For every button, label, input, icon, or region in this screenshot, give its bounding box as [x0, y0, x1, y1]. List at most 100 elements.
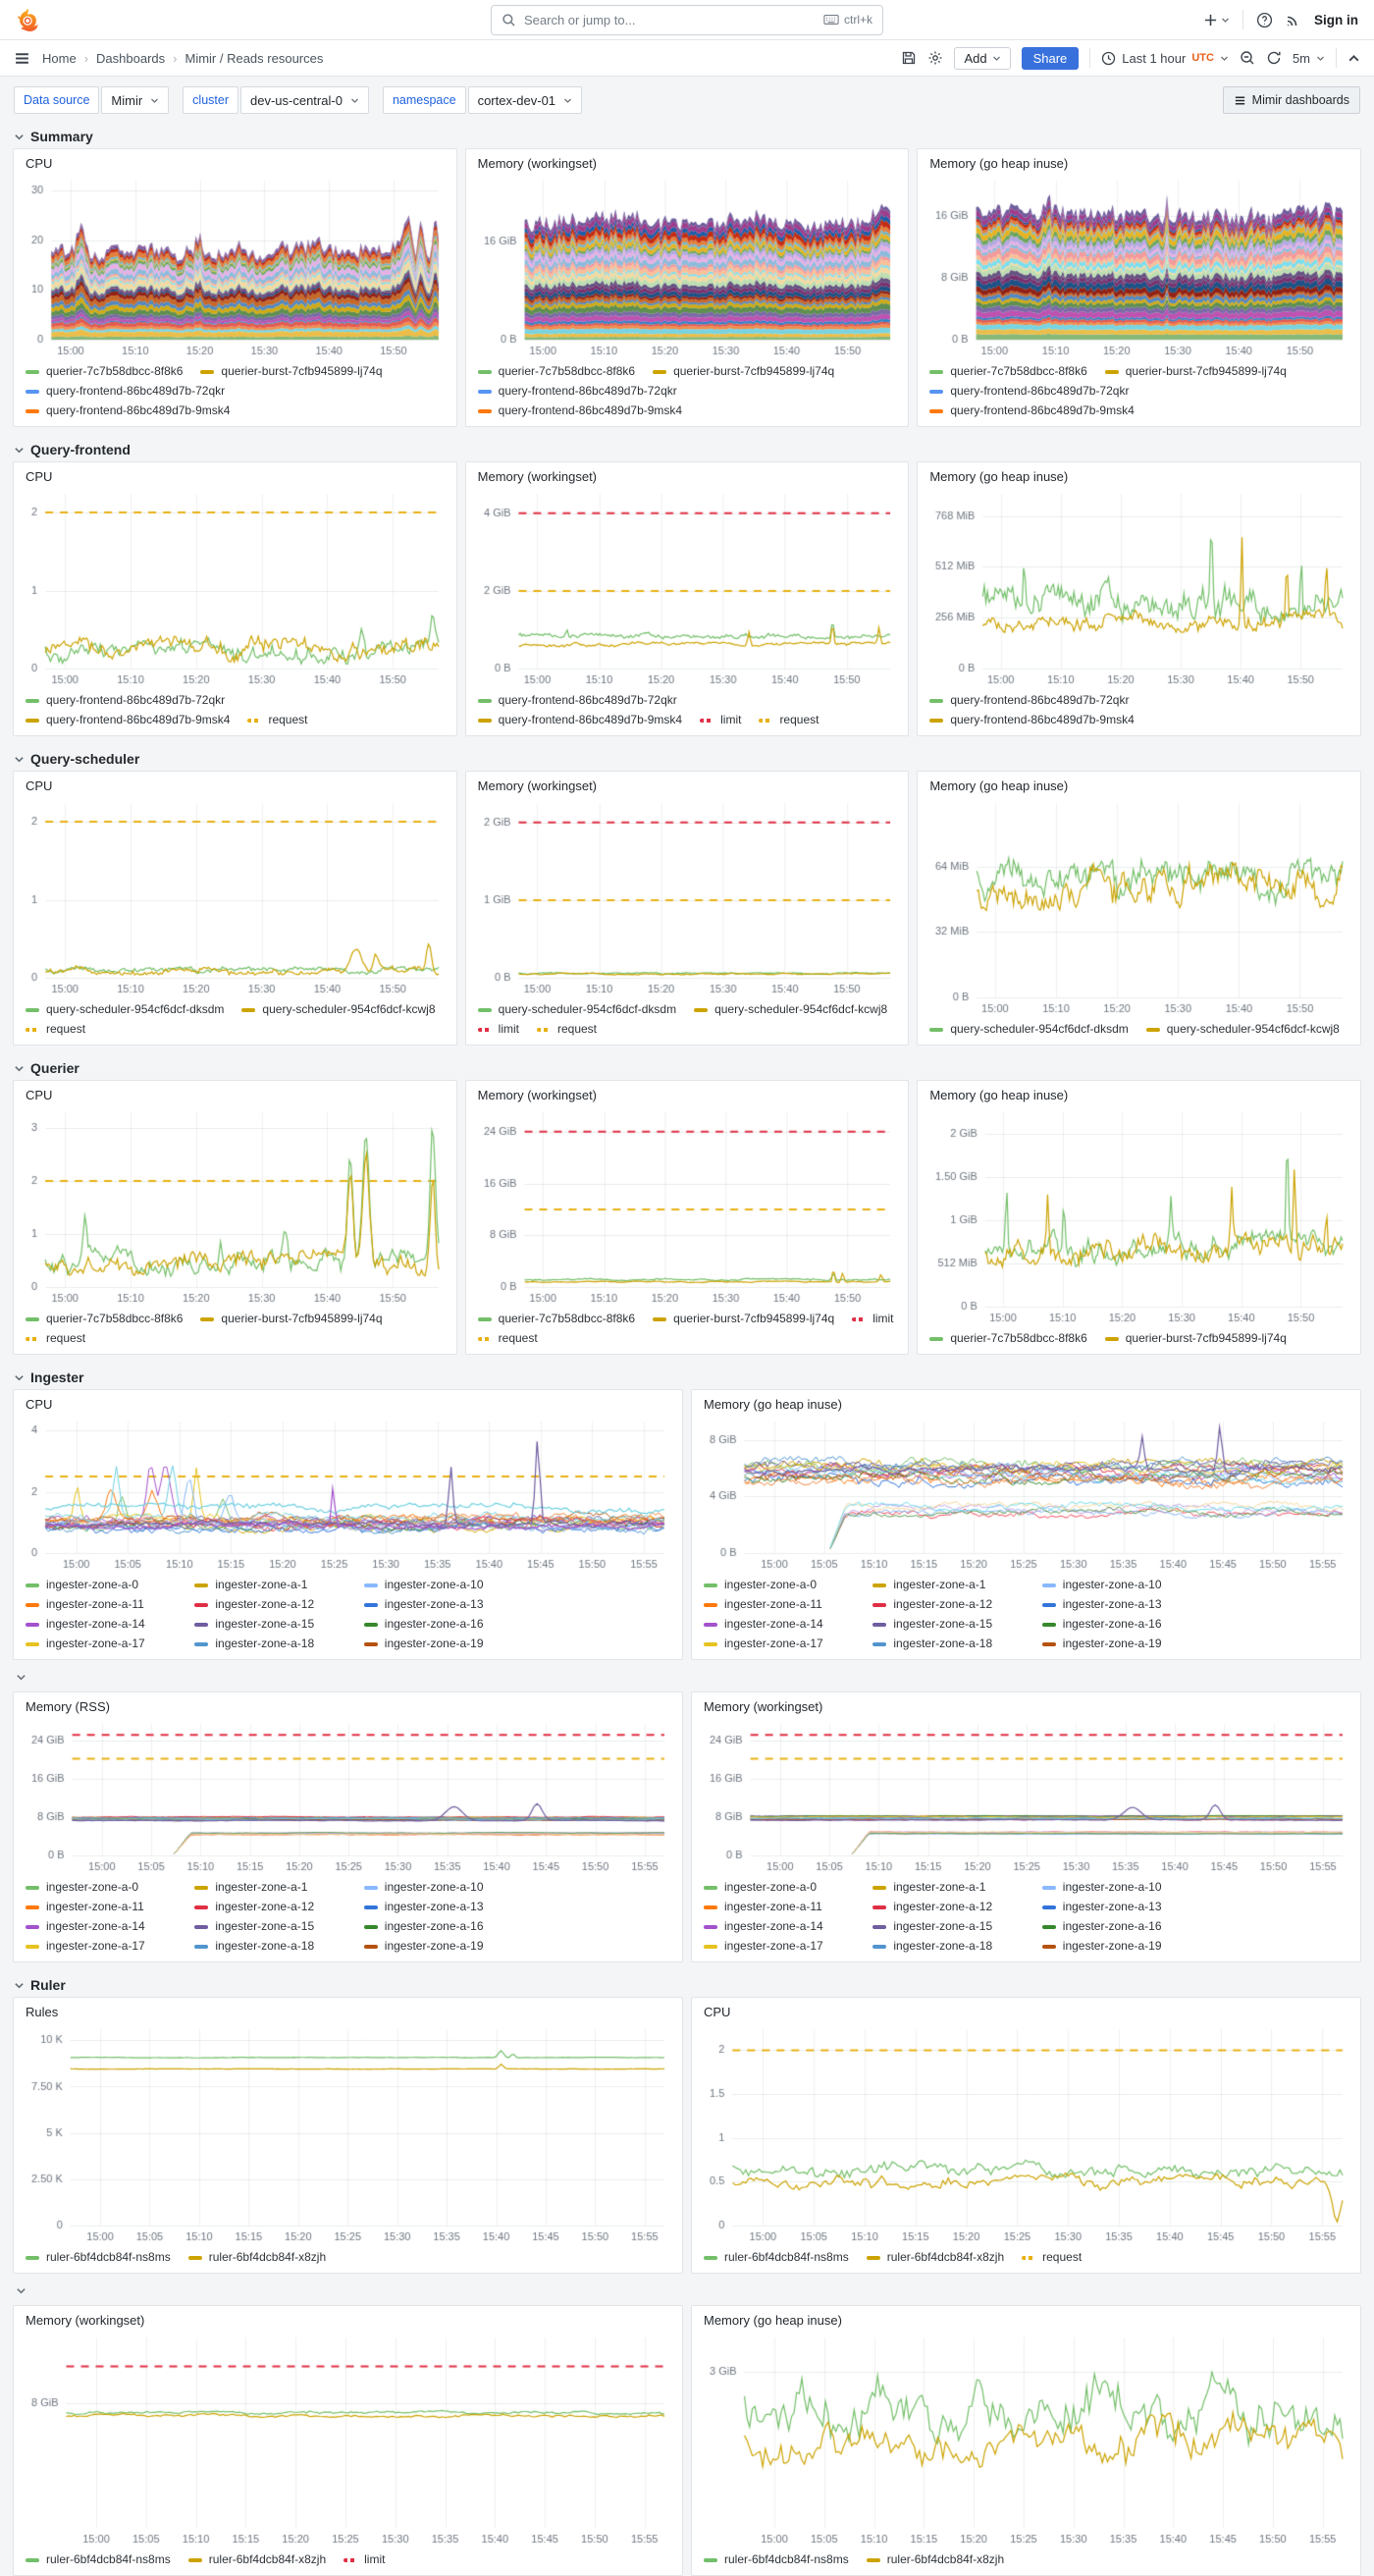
legend-item[interactable]: querier-burst-7cfb945899-lj74q [653, 362, 834, 381]
legend-item[interactable]: query-frontend-86bc489d7b-72qkr [477, 691, 677, 710]
panel-title[interactable]: Memory (workingset) [477, 778, 598, 793]
panel-title[interactable]: Memory (go heap inuse) [929, 778, 1069, 793]
legend-item[interactable]: ingester-zone-a-0 [704, 1878, 855, 1897]
legend-item[interactable]: ingester-zone-a-16 [1041, 1917, 1193, 1936]
panel-title[interactable]: Memory (workingset) [26, 2313, 145, 2328]
legend-item[interactable]: ingester-zone-a-17 [704, 1937, 855, 1956]
refresh-interval-picker[interactable]: 5m [1293, 51, 1325, 66]
legend-item[interactable]: ingester-zone-a-15 [194, 1615, 345, 1634]
panel-title[interactable]: CPU [704, 2005, 731, 2019]
panel-title[interactable]: Memory (workingset) [477, 469, 598, 484]
legend-item[interactable]: request [26, 1329, 85, 1348]
legend-item[interactable]: ruler-6bf4dcb84f-ns8ms [26, 2248, 171, 2267]
chart-canvas[interactable] [24, 486, 447, 688]
help-icon[interactable] [1256, 12, 1273, 28]
legend-item[interactable]: ruler-6bf4dcb84f-x8zjh [866, 2248, 1004, 2267]
section-header-query-scheduler[interactable]: Query-scheduler [14, 751, 1360, 767]
chart-canvas[interactable] [475, 173, 899, 359]
legend-item[interactable]: ingester-zone-a-10 [363, 1576, 515, 1594]
chart-canvas[interactable] [24, 1104, 447, 1307]
section-header-summary[interactable]: Summary [14, 129, 1360, 144]
legend-item[interactable]: querier-7c7b58dbcc-8f8k6 [477, 362, 635, 381]
legend-item[interactable]: ruler-6bf4dcb84f-x8zjh [187, 2248, 326, 2267]
legend-item[interactable]: request [759, 711, 819, 729]
mimir-dashboards-button[interactable]: Mimir dashboards [1222, 86, 1360, 114]
legend-item[interactable]: ingester-zone-a-18 [872, 1635, 1024, 1653]
chart-canvas[interactable] [702, 1716, 1350, 1875]
section-header-ingester[interactable]: Ingester [14, 1369, 1360, 1385]
legend-item[interactable]: query-frontend-86bc489d7b-72qkr [26, 691, 225, 710]
legend-item[interactable]: request [477, 1329, 538, 1348]
section-header-ruler[interactable]: Ruler [14, 1977, 1360, 1993]
legend-item[interactable]: querier-7c7b58dbcc-8f8k6 [929, 1329, 1087, 1348]
variable-label[interactable]: Data source [14, 86, 100, 114]
legend-item[interactable]: query-frontend-86bc489d7b-9msk4 [477, 711, 682, 729]
legend-item[interactable]: ingester-zone-a-14 [704, 1917, 855, 1936]
save-dashboard-icon[interactable] [901, 50, 917, 66]
legend-item[interactable]: ingester-zone-a-17 [26, 1937, 177, 1956]
legend-item[interactable]: ingester-zone-a-15 [872, 1917, 1024, 1936]
legend-item[interactable]: querier-burst-7cfb945899-lj74q [200, 362, 383, 381]
legend-item[interactable]: ingester-zone-a-0 [26, 1878, 177, 1897]
legend-item[interactable]: ingester-zone-a-14 [26, 1917, 177, 1936]
legend-item[interactable]: limit [852, 1310, 894, 1328]
news-rss-icon[interactable] [1286, 12, 1301, 27]
variable-label[interactable]: namespace [382, 86, 466, 114]
add-button[interactable]: Add [954, 46, 1011, 70]
variable-value-dropdown[interactable]: Mimir [101, 86, 170, 114]
legend-item[interactable]: ingester-zone-a-10 [1041, 1576, 1193, 1594]
legend-item[interactable]: query-frontend-86bc489d7b-72qkr [929, 691, 1129, 710]
legend-item[interactable]: query-scheduler-954cf6dcf-kcwj8 [694, 1000, 887, 1019]
breadcrumb-dashboards[interactable]: Dashboards [96, 50, 166, 66]
collapsed-row-toggle[interactable] [16, 2285, 1358, 2301]
chart-canvas[interactable] [927, 795, 1350, 1017]
search-input[interactable]: Search or jump to... ctrl+k [491, 4, 883, 35]
dashboard-settings-icon[interactable] [927, 50, 943, 66]
legend-item[interactable]: query-frontend-86bc489d7b-9msk4 [26, 711, 230, 729]
chart-canvas[interactable] [24, 2330, 672, 2548]
legend-item[interactable]: ingester-zone-a-19 [1041, 1937, 1193, 1956]
legend-item[interactable]: request [247, 711, 307, 729]
legend-item[interactable]: query-scheduler-954cf6dcf-dksdm [929, 1020, 1129, 1039]
legend-item[interactable]: ingester-zone-a-14 [704, 1615, 855, 1634]
panel-title[interactable]: Memory (RSS) [26, 1699, 110, 1714]
menu-hamburger-icon[interactable] [14, 50, 30, 67]
legend-item[interactable]: ingester-zone-a-11 [26, 1595, 177, 1614]
legend-item[interactable]: ruler-6bf4dcb84f-x8zjh [866, 2550, 1004, 2569]
legend-item[interactable]: ruler-6bf4dcb84f-x8zjh [187, 2550, 326, 2569]
legend-item[interactable]: ingester-zone-a-1 [194, 1576, 345, 1594]
section-header-querier[interactable]: Querier [14, 1060, 1360, 1076]
panel-title[interactable]: Memory (workingset) [477, 1088, 598, 1102]
legend-item[interactable]: limit [477, 1020, 519, 1039]
legend-item[interactable]: ingester-zone-a-11 [704, 1898, 855, 1916]
chart-canvas[interactable] [702, 2330, 1350, 2548]
legend-item[interactable]: ingester-zone-a-0 [26, 1576, 177, 1594]
legend-item[interactable]: ingester-zone-a-16 [1041, 1615, 1193, 1634]
panel-title[interactable]: Memory (go heap inuse) [704, 1397, 842, 1412]
legend-item[interactable]: ingester-zone-a-15 [872, 1615, 1024, 1634]
legend-item[interactable]: query-frontend-86bc489d7b-72qkr [477, 382, 677, 401]
legend-item[interactable]: limit [344, 2550, 385, 2569]
legend-item[interactable]: query-scheduler-954cf6dcf-kcwj8 [1145, 1020, 1340, 1039]
legend-item[interactable]: querier-7c7b58dbcc-8f8k6 [477, 1310, 635, 1328]
legend-item[interactable]: ingester-zone-a-15 [194, 1917, 345, 1936]
variable-label[interactable]: cluster [183, 86, 238, 114]
legend-item[interactable]: ingester-zone-a-1 [194, 1878, 345, 1897]
legend-item[interactable]: ingester-zone-a-11 [26, 1898, 177, 1916]
legend-item[interactable]: ingester-zone-a-17 [704, 1635, 855, 1653]
legend-item[interactable]: querier-burst-7cfb945899-lj74q [1104, 1329, 1287, 1348]
legend-item[interactable]: ingester-zone-a-19 [1041, 1635, 1193, 1653]
legend-item[interactable]: query-frontend-86bc489d7b-72qkr [26, 382, 225, 401]
legend-item[interactable]: querier-burst-7cfb945899-lj74q [653, 1310, 834, 1328]
chart-canvas[interactable] [24, 1414, 672, 1573]
panel-title[interactable]: Memory (go heap inuse) [704, 2313, 842, 2328]
chart-canvas[interactable] [702, 1414, 1350, 1573]
collapsed-row-toggle[interactable] [16, 1672, 1358, 1688]
panel-title[interactable]: CPU [26, 778, 53, 793]
chart-canvas[interactable] [475, 795, 899, 997]
legend-item[interactable]: ingester-zone-a-13 [1041, 1898, 1193, 1916]
legend-item[interactable]: ingester-zone-a-1 [872, 1576, 1024, 1594]
section-header-query-frontend[interactable]: Query-frontend [14, 442, 1360, 457]
legend-item[interactable]: query-frontend-86bc489d7b-9msk4 [477, 402, 682, 420]
legend-item[interactable]: query-frontend-86bc489d7b-9msk4 [929, 402, 1135, 420]
